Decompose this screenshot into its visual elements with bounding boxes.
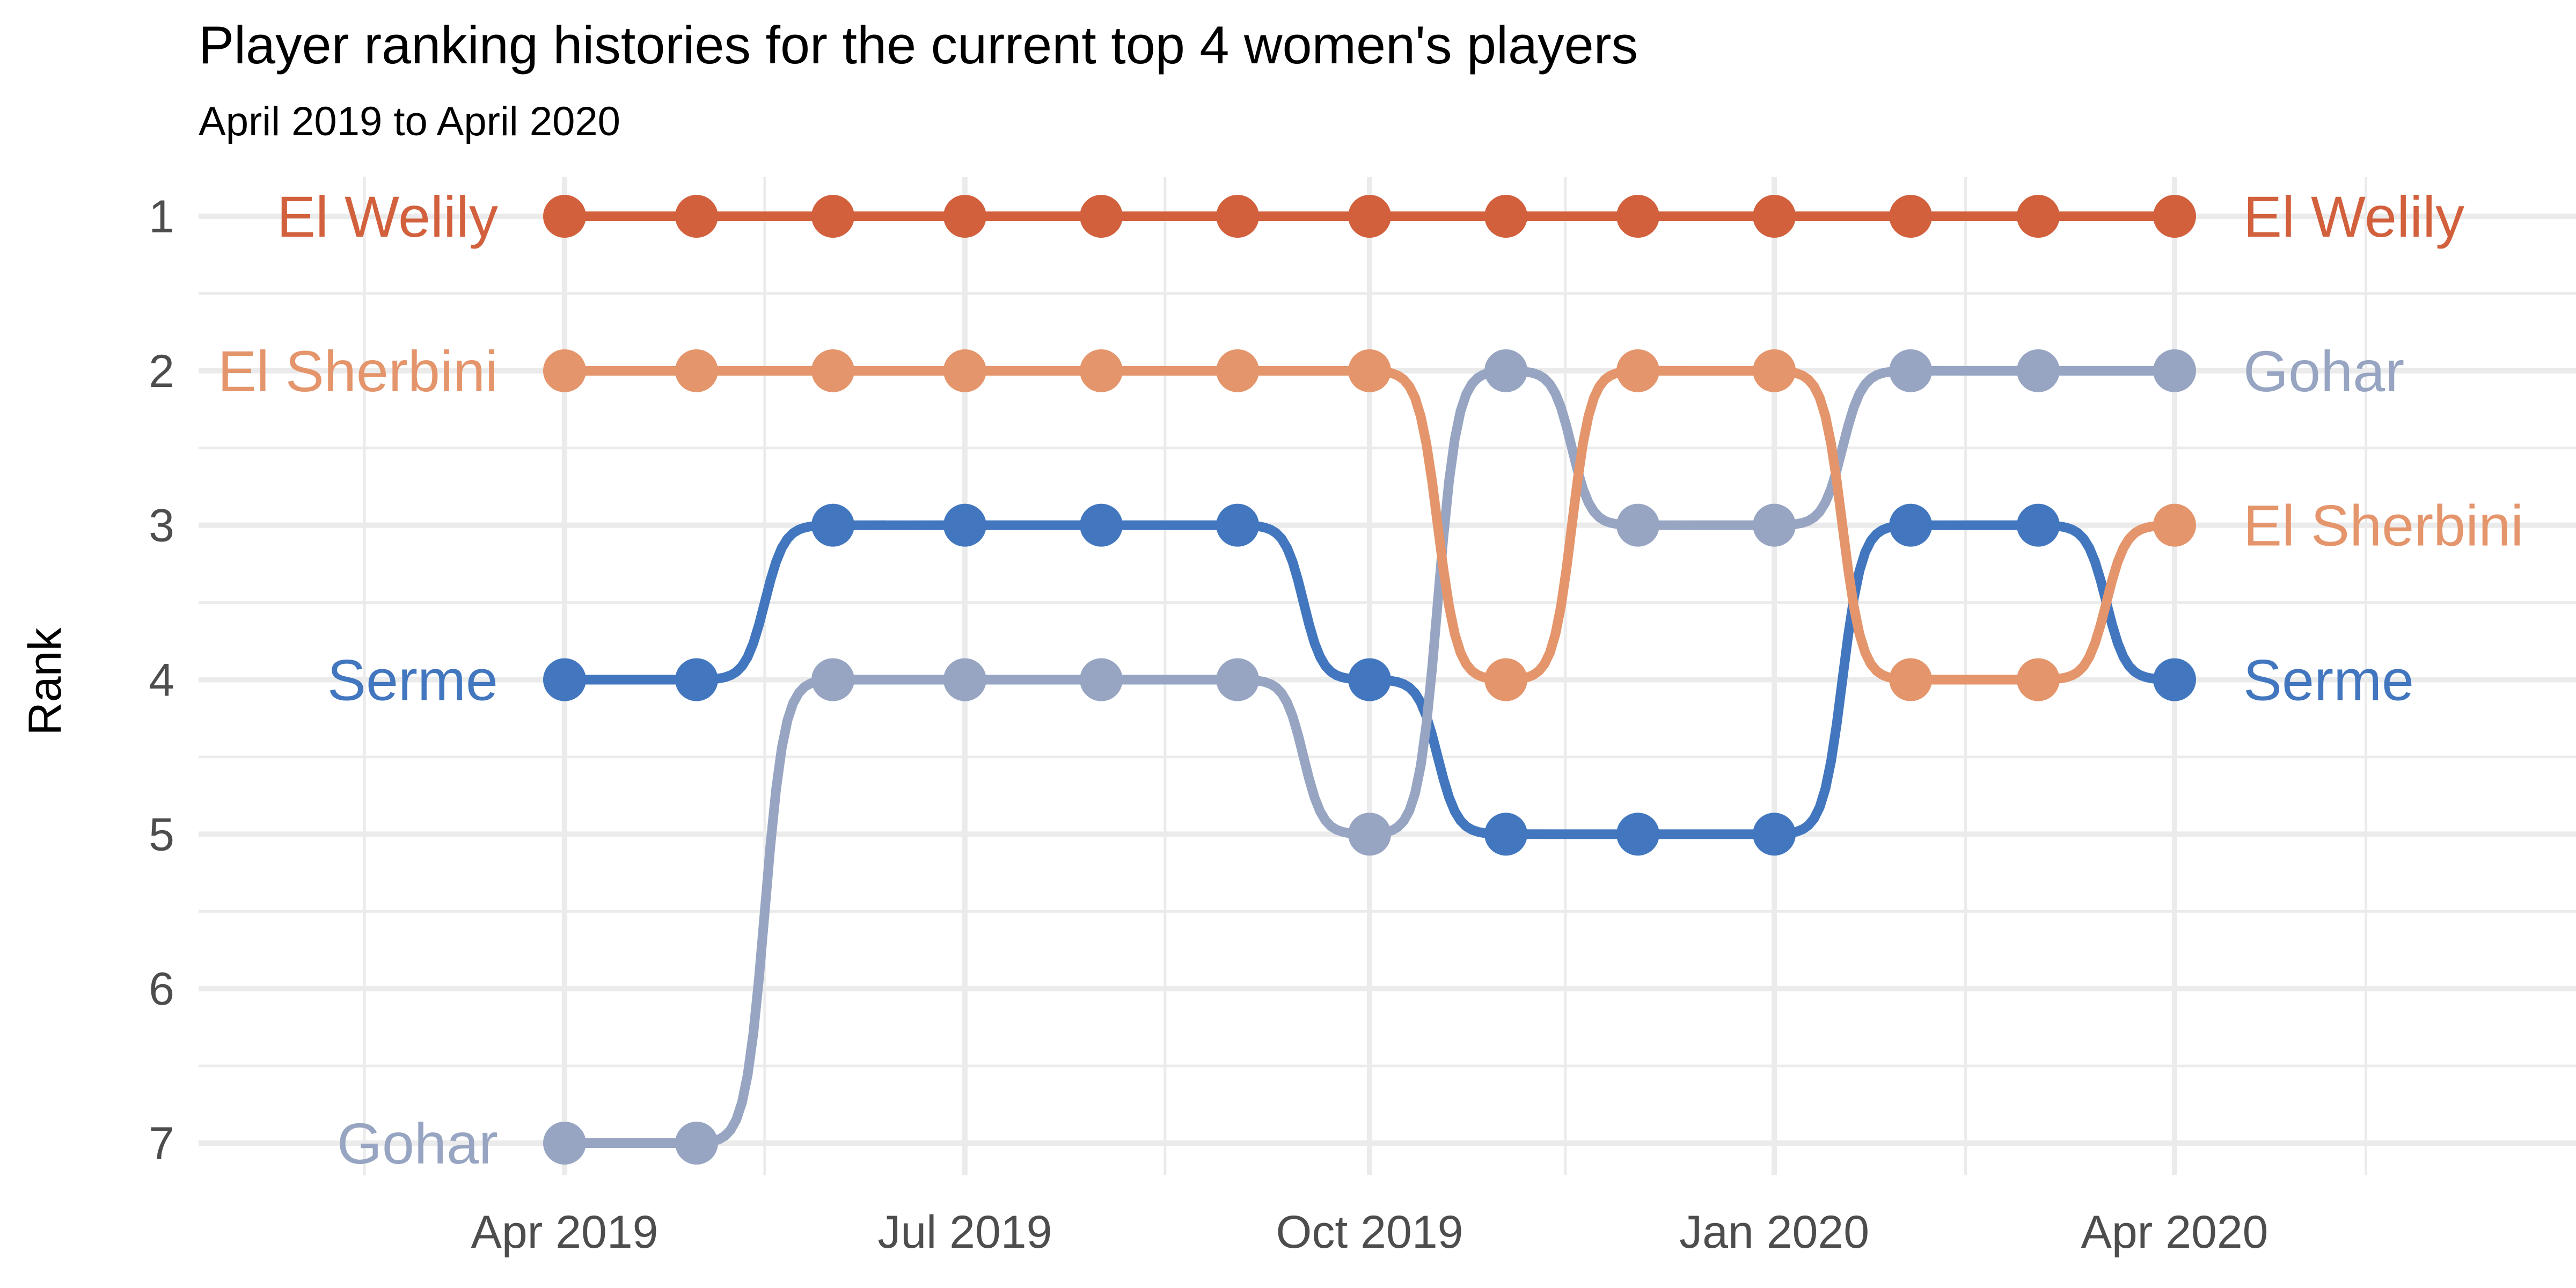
data-point-el-sherbini — [2153, 503, 2196, 547]
data-point-el-welily — [1080, 195, 1123, 238]
data-point-el-sherbini — [2016, 658, 2060, 701]
x-tick-label: Jul 2019 — [877, 1206, 1052, 1258]
data-point-el-welily — [543, 195, 586, 238]
data-point-el-welily — [1216, 195, 1260, 238]
data-point-gohar — [1484, 349, 1528, 392]
y-axis-title: Rank — [19, 627, 71, 736]
data-point-serme — [943, 503, 986, 547]
data-point-gohar — [675, 1122, 718, 1165]
data-point-serme — [2153, 658, 2196, 701]
series-label-end-gohar: Gohar — [2243, 339, 2404, 404]
series-label-end-serme: Serme — [2243, 648, 2414, 713]
data-point-el-welily — [811, 195, 854, 238]
data-point-el-sherbini — [1216, 349, 1260, 392]
data-point-gohar — [1348, 813, 1391, 856]
series-gohar — [543, 349, 2196, 1165]
data-point-el-welily — [1616, 195, 1659, 238]
data-point-el-welily — [2153, 195, 2196, 238]
data-point-serme — [1348, 658, 1391, 701]
data-point-el-welily — [1348, 195, 1391, 238]
data-point-el-sherbini — [1080, 349, 1123, 392]
data-point-gohar — [811, 658, 854, 701]
data-point-el-welily — [1889, 195, 1933, 238]
data-point-serme — [675, 658, 718, 701]
y-tick-label: 7 — [149, 1118, 174, 1169]
series-label-end-el-welily: El Welily — [2243, 184, 2464, 249]
data-point-serme — [811, 503, 854, 547]
data-point-gohar — [1753, 503, 1796, 547]
data-point-serme — [1484, 813, 1528, 856]
data-point-el-welily — [2016, 195, 2060, 238]
x-tick-label: Jan 2020 — [1679, 1206, 1869, 1258]
x-tick-label: Apr 2020 — [2081, 1206, 2268, 1258]
data-point-el-sherbini — [1889, 658, 1933, 701]
series-el-welily — [543, 195, 2196, 238]
data-point-serme — [1753, 813, 1796, 856]
data-point-el-sherbini — [675, 349, 718, 392]
x-tick-label: Apr 2019 — [471, 1206, 658, 1258]
series-label-start-serme: Serme — [327, 648, 498, 713]
x-axis-ticks: Apr 2019 Jul 2019 Oct 2019 Jan 2020 Apr 2020 — [471, 1206, 2268, 1258]
data-point-gohar — [1889, 349, 1933, 392]
data-point-serme — [1889, 503, 1933, 547]
data-point-el-sherbini — [543, 349, 586, 392]
data-point-gohar — [1616, 503, 1659, 547]
data-point-gohar — [943, 658, 986, 701]
data-point-serme — [543, 658, 586, 701]
data-point-el-sherbini — [811, 349, 854, 392]
data-point-gohar — [2016, 349, 2060, 392]
y-axis-ticks: 1 2 3 4 5 6 7 — [149, 191, 174, 1169]
series-el-sherbini — [543, 349, 2196, 701]
series-label-start-gohar: Gohar — [337, 1111, 498, 1176]
data-point-gohar — [543, 1122, 586, 1165]
chart-subtitle: April 2019 to April 2020 — [199, 99, 620, 144]
data-point-el-sherbini — [1753, 349, 1796, 392]
y-tick-label: 5 — [149, 809, 174, 860]
data-point-gohar — [1216, 658, 1260, 701]
series-label-start-el-welily: El Welily — [277, 184, 498, 249]
series-labels: El Welily El Welily El Sherbini El Sherbini… — [218, 184, 2524, 1176]
y-tick-label: 1 — [149, 191, 174, 243]
chart-title: Player ranking histories for the current… — [199, 15, 1638, 75]
y-tick-label: 6 — [149, 963, 174, 1015]
data-point-el-sherbini — [943, 349, 986, 392]
data-point-gohar — [2153, 349, 2196, 392]
x-tick-label: Oct 2019 — [1276, 1206, 1463, 1258]
series-line-gohar — [560, 365, 2179, 1148]
data-point-el-sherbini — [1616, 349, 1659, 392]
series-serme — [543, 503, 2196, 856]
data-point-serme — [1080, 503, 1123, 547]
y-tick-label: 4 — [149, 655, 174, 706]
data-point-serme — [1616, 813, 1659, 856]
y-tick-label: 3 — [149, 500, 174, 552]
data-point-gohar — [1080, 658, 1123, 701]
data-point-el-welily — [1484, 195, 1528, 238]
data-point-el-welily — [943, 195, 986, 238]
data-point-el-welily — [675, 195, 718, 238]
data-point-el-sherbini — [1484, 658, 1528, 701]
series-label-end-el-sherbini: El Sherbini — [2243, 493, 2523, 558]
data-point-serme — [1216, 503, 1260, 547]
data-point-el-welily — [1753, 195, 1796, 238]
series-label-start-el-sherbini: El Sherbini — [218, 339, 498, 404]
data-point-serme — [2016, 503, 2060, 547]
y-tick-label: 2 — [149, 346, 174, 397]
data-point-el-sherbini — [1348, 349, 1391, 392]
series-layer — [543, 195, 2196, 1165]
